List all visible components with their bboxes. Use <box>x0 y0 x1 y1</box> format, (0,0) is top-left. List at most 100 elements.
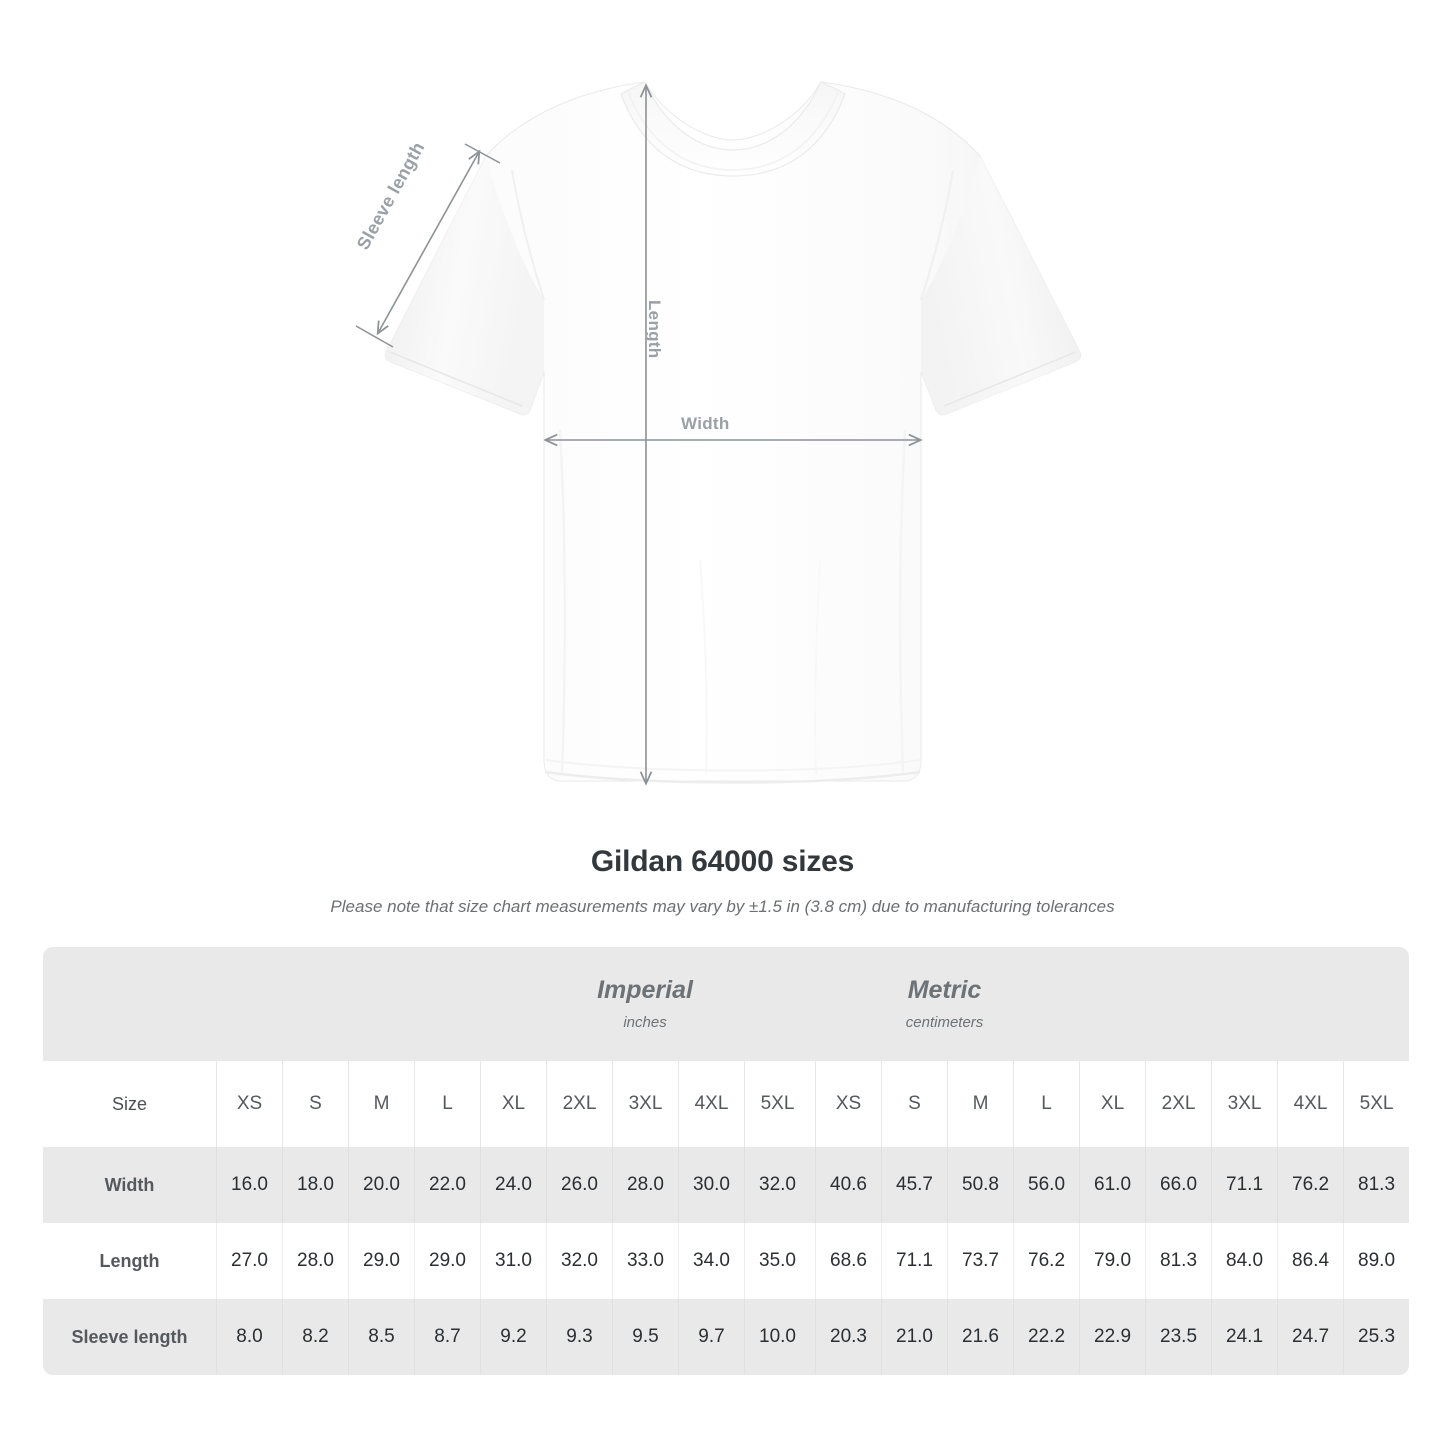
row-label-sleeve-length: Sleeve length <box>43 1299 216 1375</box>
cell-width-imperial-xl: 24.0 <box>480 1147 546 1223</box>
cell-width-metric-s: 45.7 <box>881 1147 948 1223</box>
cell-length-imperial-xs: 27.0 <box>216 1223 282 1299</box>
column-header-imperial-l: L <box>414 1061 480 1147</box>
cell-sleeve-metric-xs: 20.3 <box>815 1299 882 1375</box>
cell-sleeve-metric-3xl: 24.1 <box>1211 1299 1278 1375</box>
cell-sleeve-imperial-4xl: 9.7 <box>678 1299 744 1375</box>
cell-sleeve-metric-s: 21.0 <box>881 1299 948 1375</box>
cell-sleeve-imperial-5xl: 10.0 <box>744 1299 811 1375</box>
title-block: Gildan 64000 sizes Please note that size… <box>0 845 1445 917</box>
cell-sleeve-imperial-3xl: 9.5 <box>612 1299 678 1375</box>
unit-system-imperial-unit: inches <box>623 1014 667 1032</box>
unit-system-metric-unit: centimeters <box>905 1014 984 1032</box>
cell-length-imperial-m: 29.0 <box>348 1223 414 1299</box>
width-label: Width <box>681 414 730 433</box>
cell-width-imperial-3xl: 28.0 <box>612 1147 678 1223</box>
cell-sleeve-imperial-s: 8.2 <box>282 1299 348 1375</box>
cell-length-imperial-s: 28.0 <box>282 1223 348 1299</box>
column-header-imperial-3xl: 3XL <box>612 1061 678 1147</box>
column-header-imperial-xl: XL <box>480 1061 546 1147</box>
cell-length-imperial-l: 29.0 <box>414 1223 480 1299</box>
cell-length-metric-s: 71.1 <box>881 1223 948 1299</box>
unit-system-metric-name: Metric <box>907 975 982 1004</box>
cell-sleeve-metric-2xl: 23.5 <box>1145 1299 1212 1375</box>
unit-system-metric: Metric centimeters <box>810 947 1080 1061</box>
cell-width-metric-m: 50.8 <box>947 1147 1014 1223</box>
column-header-imperial-5xl: 5XL <box>744 1061 811 1147</box>
row-label-length: Length <box>43 1223 216 1299</box>
column-header-metric-2xl: 2XL <box>1145 1061 1212 1147</box>
column-header-imperial-m: M <box>348 1061 414 1147</box>
cell-sleeve-imperial-xs: 8.0 <box>216 1299 282 1375</box>
column-header-metric-m: M <box>947 1061 1014 1147</box>
column-header-metric-3xl: 3XL <box>1211 1061 1278 1147</box>
section-divider-gap <box>810 1061 816 1147</box>
cell-width-metric-xl: 61.0 <box>1079 1147 1146 1223</box>
cell-length-imperial-xl: 31.0 <box>480 1223 546 1299</box>
cell-length-metric-2xl: 81.3 <box>1145 1223 1212 1299</box>
column-header-imperial-s: S <box>282 1061 348 1147</box>
cell-sleeve-metric-m: 21.6 <box>947 1299 1014 1375</box>
cell-sleeve-imperial-xl: 9.2 <box>480 1299 546 1375</box>
tshirt-body-shape <box>384 81 1082 784</box>
cell-sleeve-metric-4xl: 24.7 <box>1277 1299 1344 1375</box>
unit-banner-metric-right <box>1079 947 1410 1061</box>
length-label: Length <box>645 300 664 359</box>
tshirt-illustration <box>355 81 1082 786</box>
cell-sleeve-metric-5xl: 25.3 <box>1343 1299 1410 1375</box>
row-label-width: Width <box>43 1147 216 1223</box>
cell-width-metric-xs: 40.6 <box>815 1147 882 1223</box>
cell-width-metric-4xl: 76.2 <box>1277 1147 1344 1223</box>
section-divider-gap <box>810 1147 816 1223</box>
column-header-metric-4xl: 4XL <box>1277 1061 1344 1147</box>
cell-width-metric-3xl: 71.1 <box>1211 1147 1278 1223</box>
cell-width-imperial-4xl: 30.0 <box>678 1147 744 1223</box>
cell-length-imperial-3xl: 33.0 <box>612 1223 678 1299</box>
cell-length-metric-xs: 68.6 <box>815 1223 882 1299</box>
column-header-metric-s: S <box>881 1061 948 1147</box>
cell-width-metric-5xl: 81.3 <box>1343 1147 1410 1223</box>
cell-length-metric-3xl: 84.0 <box>1211 1223 1278 1299</box>
cell-width-metric-l: 56.0 <box>1013 1147 1080 1223</box>
cell-length-metric-m: 73.7 <box>947 1223 1014 1299</box>
cell-sleeve-metric-xl: 22.9 <box>1079 1299 1146 1375</box>
table-row: Sleeve length 8.0 8.2 8.5 8.7 9.2 9.3 9.… <box>43 1299 1410 1375</box>
section-divider-gap <box>810 1223 816 1299</box>
unit-banner-imperial-left <box>43 947 480 1061</box>
column-header-size: Size <box>43 1061 216 1147</box>
cell-length-metric-4xl: 86.4 <box>1277 1223 1344 1299</box>
table-row: Length 27.0 28.0 29.0 29.0 31.0 32.0 33.… <box>43 1223 1410 1299</box>
column-header-imperial-2xl: 2XL <box>546 1061 612 1147</box>
cell-width-imperial-xs: 16.0 <box>216 1147 282 1223</box>
size-chart-table-wrapper: Imperial inches Metric centimeters Size … <box>43 947 1410 1375</box>
unit-system-imperial-name: Imperial <box>597 975 693 1004</box>
table-row: Width 16.0 18.0 20.0 22.0 24.0 26.0 28.0… <box>43 1147 1410 1223</box>
section-divider-gap <box>810 1299 816 1375</box>
cell-length-metric-l: 76.2 <box>1013 1223 1080 1299</box>
cell-length-imperial-4xl: 34.0 <box>678 1223 744 1299</box>
cell-length-metric-xl: 79.0 <box>1079 1223 1146 1299</box>
cell-length-metric-5xl: 89.0 <box>1343 1223 1410 1299</box>
sleeve-length-arrow <box>355 143 501 348</box>
column-header-imperial-xs: XS <box>216 1061 282 1147</box>
cell-width-imperial-5xl: 32.0 <box>744 1147 811 1223</box>
cell-width-imperial-s: 18.0 <box>282 1147 348 1223</box>
cell-sleeve-imperial-m: 8.5 <box>348 1299 414 1375</box>
unit-system-banner-row: Imperial inches Metric centimeters <box>43 947 1410 1061</box>
column-header-metric-l: L <box>1013 1061 1080 1147</box>
tolerance-note: Please note that size chart measurements… <box>330 897 1115 916</box>
column-header-metric-5xl: 5XL <box>1343 1061 1410 1147</box>
size-header-row: Size XS S M L XL 2XL 3XL 4XL 5XL XS S M … <box>43 1061 1410 1147</box>
cell-width-imperial-l: 22.0 <box>414 1147 480 1223</box>
column-header-metric-xs: XS <box>815 1061 882 1147</box>
column-header-imperial-4xl: 4XL <box>678 1061 744 1147</box>
cell-sleeve-imperial-l: 8.7 <box>414 1299 480 1375</box>
cell-width-imperial-m: 20.0 <box>348 1147 414 1223</box>
page-title: Gildan 64000 sizes <box>590 845 855 878</box>
column-header-metric-xl: XL <box>1079 1061 1146 1147</box>
unit-system-imperial: Imperial inches <box>480 947 811 1061</box>
cell-length-imperial-2xl: 32.0 <box>546 1223 612 1299</box>
size-chart-table: Imperial inches Metric centimeters Size … <box>43 947 1410 1375</box>
cell-length-imperial-5xl: 35.0 <box>744 1223 811 1299</box>
cell-sleeve-metric-l: 22.2 <box>1013 1299 1080 1375</box>
